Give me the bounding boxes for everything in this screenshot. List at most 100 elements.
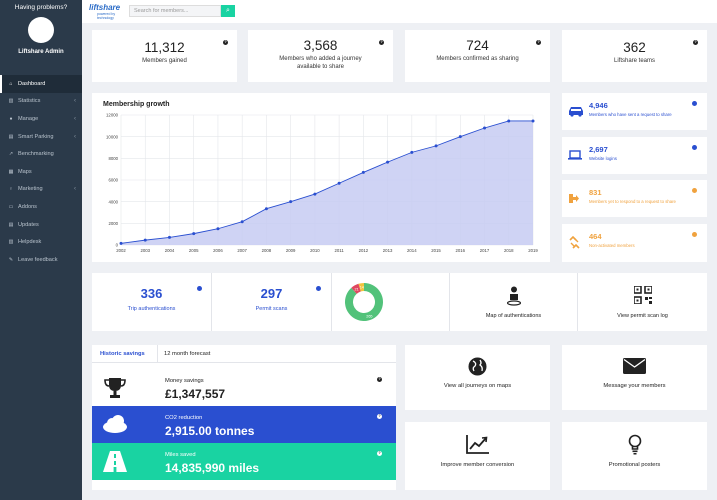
data-point (337, 181, 341, 185)
stat-card-non-activated: 464 Non-activated members ? (562, 224, 707, 262)
envelope-icon (623, 358, 646, 374)
help-icon[interactable]: ? (692, 145, 697, 150)
x-tick-label: 2015 (431, 248, 441, 253)
trip-auth-label: Trip authentications (127, 306, 176, 312)
authentications-panel: 336 Trip authentications ? 297 Permit sc… (92, 273, 707, 331)
data-point (410, 150, 414, 154)
trip-auth-value: 336 (140, 286, 163, 301)
miles-value: 14,835,990 miles (165, 461, 260, 475)
data-point (434, 144, 438, 148)
sidebar-item-label: Marketing (18, 186, 43, 193)
x-tick-label: 2008 (262, 248, 272, 253)
chevron-icon: ‹ (74, 98, 76, 105)
map-of-authentications[interactable]: Map of authentications (450, 273, 578, 331)
x-tick-label: 2017 (480, 248, 490, 253)
stat-value: 464 (589, 232, 602, 241)
x-tick-label: 2007 (237, 248, 247, 253)
help-icon[interactable]: ? (377, 377, 382, 382)
savings-panel: Historic savings 12 month forecast Money… (92, 345, 396, 490)
sidebar-item-addons[interactable]: ▭ Addons (0, 198, 82, 216)
money-savings-label: Money savings (165, 378, 204, 384)
addons-icon: ▭ (8, 203, 14, 210)
trophy-icon (104, 378, 126, 398)
chart-line-icon (466, 435, 489, 454)
stat-card-liftshare-teams: 362 Liftshare teams ? (562, 30, 707, 82)
person-pin-icon (507, 286, 521, 306)
sidebar-item-leave-feedback[interactable]: ✎ Leave feedback (0, 251, 82, 269)
x-tick-label: 2011 (334, 248, 344, 253)
donut-slice (345, 283, 383, 321)
sidebar-item-label: Benchmarking (18, 151, 54, 158)
avatar[interactable] (28, 17, 54, 43)
tile-label: View all journeys on maps (443, 383, 512, 389)
tile-label: Promotional posters (608, 462, 661, 468)
chevron-icon: ‹ (74, 115, 76, 122)
data-point (289, 200, 293, 204)
sidebar-item-label: Helpdesk (18, 239, 42, 246)
membership-growth-card: Membership growth 0 2000 4000 6000 8000 10000 1… (92, 93, 550, 262)
permit-scans-label: Permit scans (255, 306, 288, 312)
stat-card-website-logins: 2,697 Website logins ? (562, 137, 707, 174)
sidebar-item-statistics[interactable]: ▥ Statistics ‹ (0, 93, 82, 111)
sidebar-item-smart-parking[interactable]: ▤ Smart Parking ‹ (0, 128, 82, 146)
tab-12-month-forecast[interactable]: 12 month forecast (164, 351, 211, 357)
sidebar-nav: ⌂ Dashboard ▥ Statistics ‹ ● Manage ‹ ▤ Smart … (0, 75, 82, 269)
stat-value: 362 (623, 40, 646, 55)
help-icon[interactable]: ? (223, 40, 228, 45)
home-icon: ⌂ (9, 80, 13, 87)
sidebar-item-label: Maps (18, 168, 32, 175)
promotional-posters-tile[interactable]: Promotional posters (562, 422, 707, 490)
money-savings-row: Money savings £1,347,557 ? (92, 369, 396, 406)
y-tick-label: 12000 (106, 113, 119, 118)
chevron-icon: ‹ (74, 186, 76, 193)
message-members-tile[interactable]: Message your members (562, 345, 707, 410)
improve-conversion-tile[interactable]: Improve member conversion (405, 422, 550, 490)
view-journeys-tile[interactable]: View all journeys on maps (405, 345, 550, 410)
help-icon[interactable]: ? (693, 40, 698, 45)
y-tick-label: 0 (116, 243, 119, 248)
sidebar-item-label: Updates (18, 221, 39, 228)
tab-historic-savings[interactable]: Historic savings (92, 345, 158, 363)
help-link[interactable]: Having problems? (14, 4, 68, 11)
stat-value: 2,697 (589, 145, 608, 154)
trip-authentications[interactable]: 336 Trip authentications ? (92, 273, 212, 331)
sidebar-item-maps[interactable]: ▦ Maps (0, 163, 82, 181)
liftshare-logo[interactable]: liftshare powered by technology (89, 3, 123, 20)
permit-scans[interactable]: 297 Permit scans ? (212, 273, 332, 331)
sidebar-item-label: Statistics (18, 98, 41, 105)
y-tick-label: 8000 (108, 156, 118, 161)
help-icon[interactable]: ? (692, 232, 697, 237)
x-tick-label: 2010 (310, 248, 320, 253)
help-icon[interactable]: ? (316, 286, 321, 291)
donut-slice (358, 283, 364, 292)
help-icon[interactable]: ? (536, 40, 541, 45)
help-icon[interactable]: ? (692, 101, 697, 106)
help-icon[interactable]: ? (379, 40, 384, 45)
help-icon[interactable]: ? (377, 451, 382, 456)
data-point (240, 220, 244, 224)
x-tick-label: 2016 (456, 248, 466, 253)
x-tick-label: 2004 (165, 248, 175, 253)
sidebar-item-benchmarking[interactable]: ↗ Benchmarking (0, 145, 82, 163)
parking-icon: ▤ (8, 133, 14, 140)
x-tick-label: 2002 (116, 248, 126, 253)
admin-name: Liftshare Admin (18, 49, 64, 55)
help-icon[interactable]: ? (692, 188, 697, 193)
series-line (120, 120, 533, 244)
stat-value: 4,946 (589, 101, 608, 110)
permit-scan-log[interactable]: View permit scan log (578, 273, 707, 331)
sidebar-item-dashboard[interactable]: ⌂ Dashboard (0, 75, 82, 93)
help-icon[interactable]: ? (377, 414, 382, 419)
sidebar-item-manage[interactable]: ● Manage ‹ (0, 110, 82, 128)
sidebar-item-updates[interactable]: ▤ Updates (0, 216, 82, 234)
chart-title: Membership growth (103, 101, 170, 108)
sidebar-item-marketing[interactable]: ♀ Marketing ‹ (0, 181, 82, 199)
help-icon[interactable]: ? (197, 286, 202, 291)
search-button[interactable]: ⌕ (221, 5, 235, 17)
search-input[interactable]: Search for members... (129, 5, 221, 17)
x-tick-label: 2005 (189, 248, 199, 253)
donut-slice (351, 283, 361, 294)
sidebar-item-helpdesk[interactable]: ▥ Helpdesk (0, 233, 82, 251)
money-savings-value: £1,347,557 (165, 387, 226, 401)
sidebar-item-label: Smart Parking (18, 133, 54, 140)
